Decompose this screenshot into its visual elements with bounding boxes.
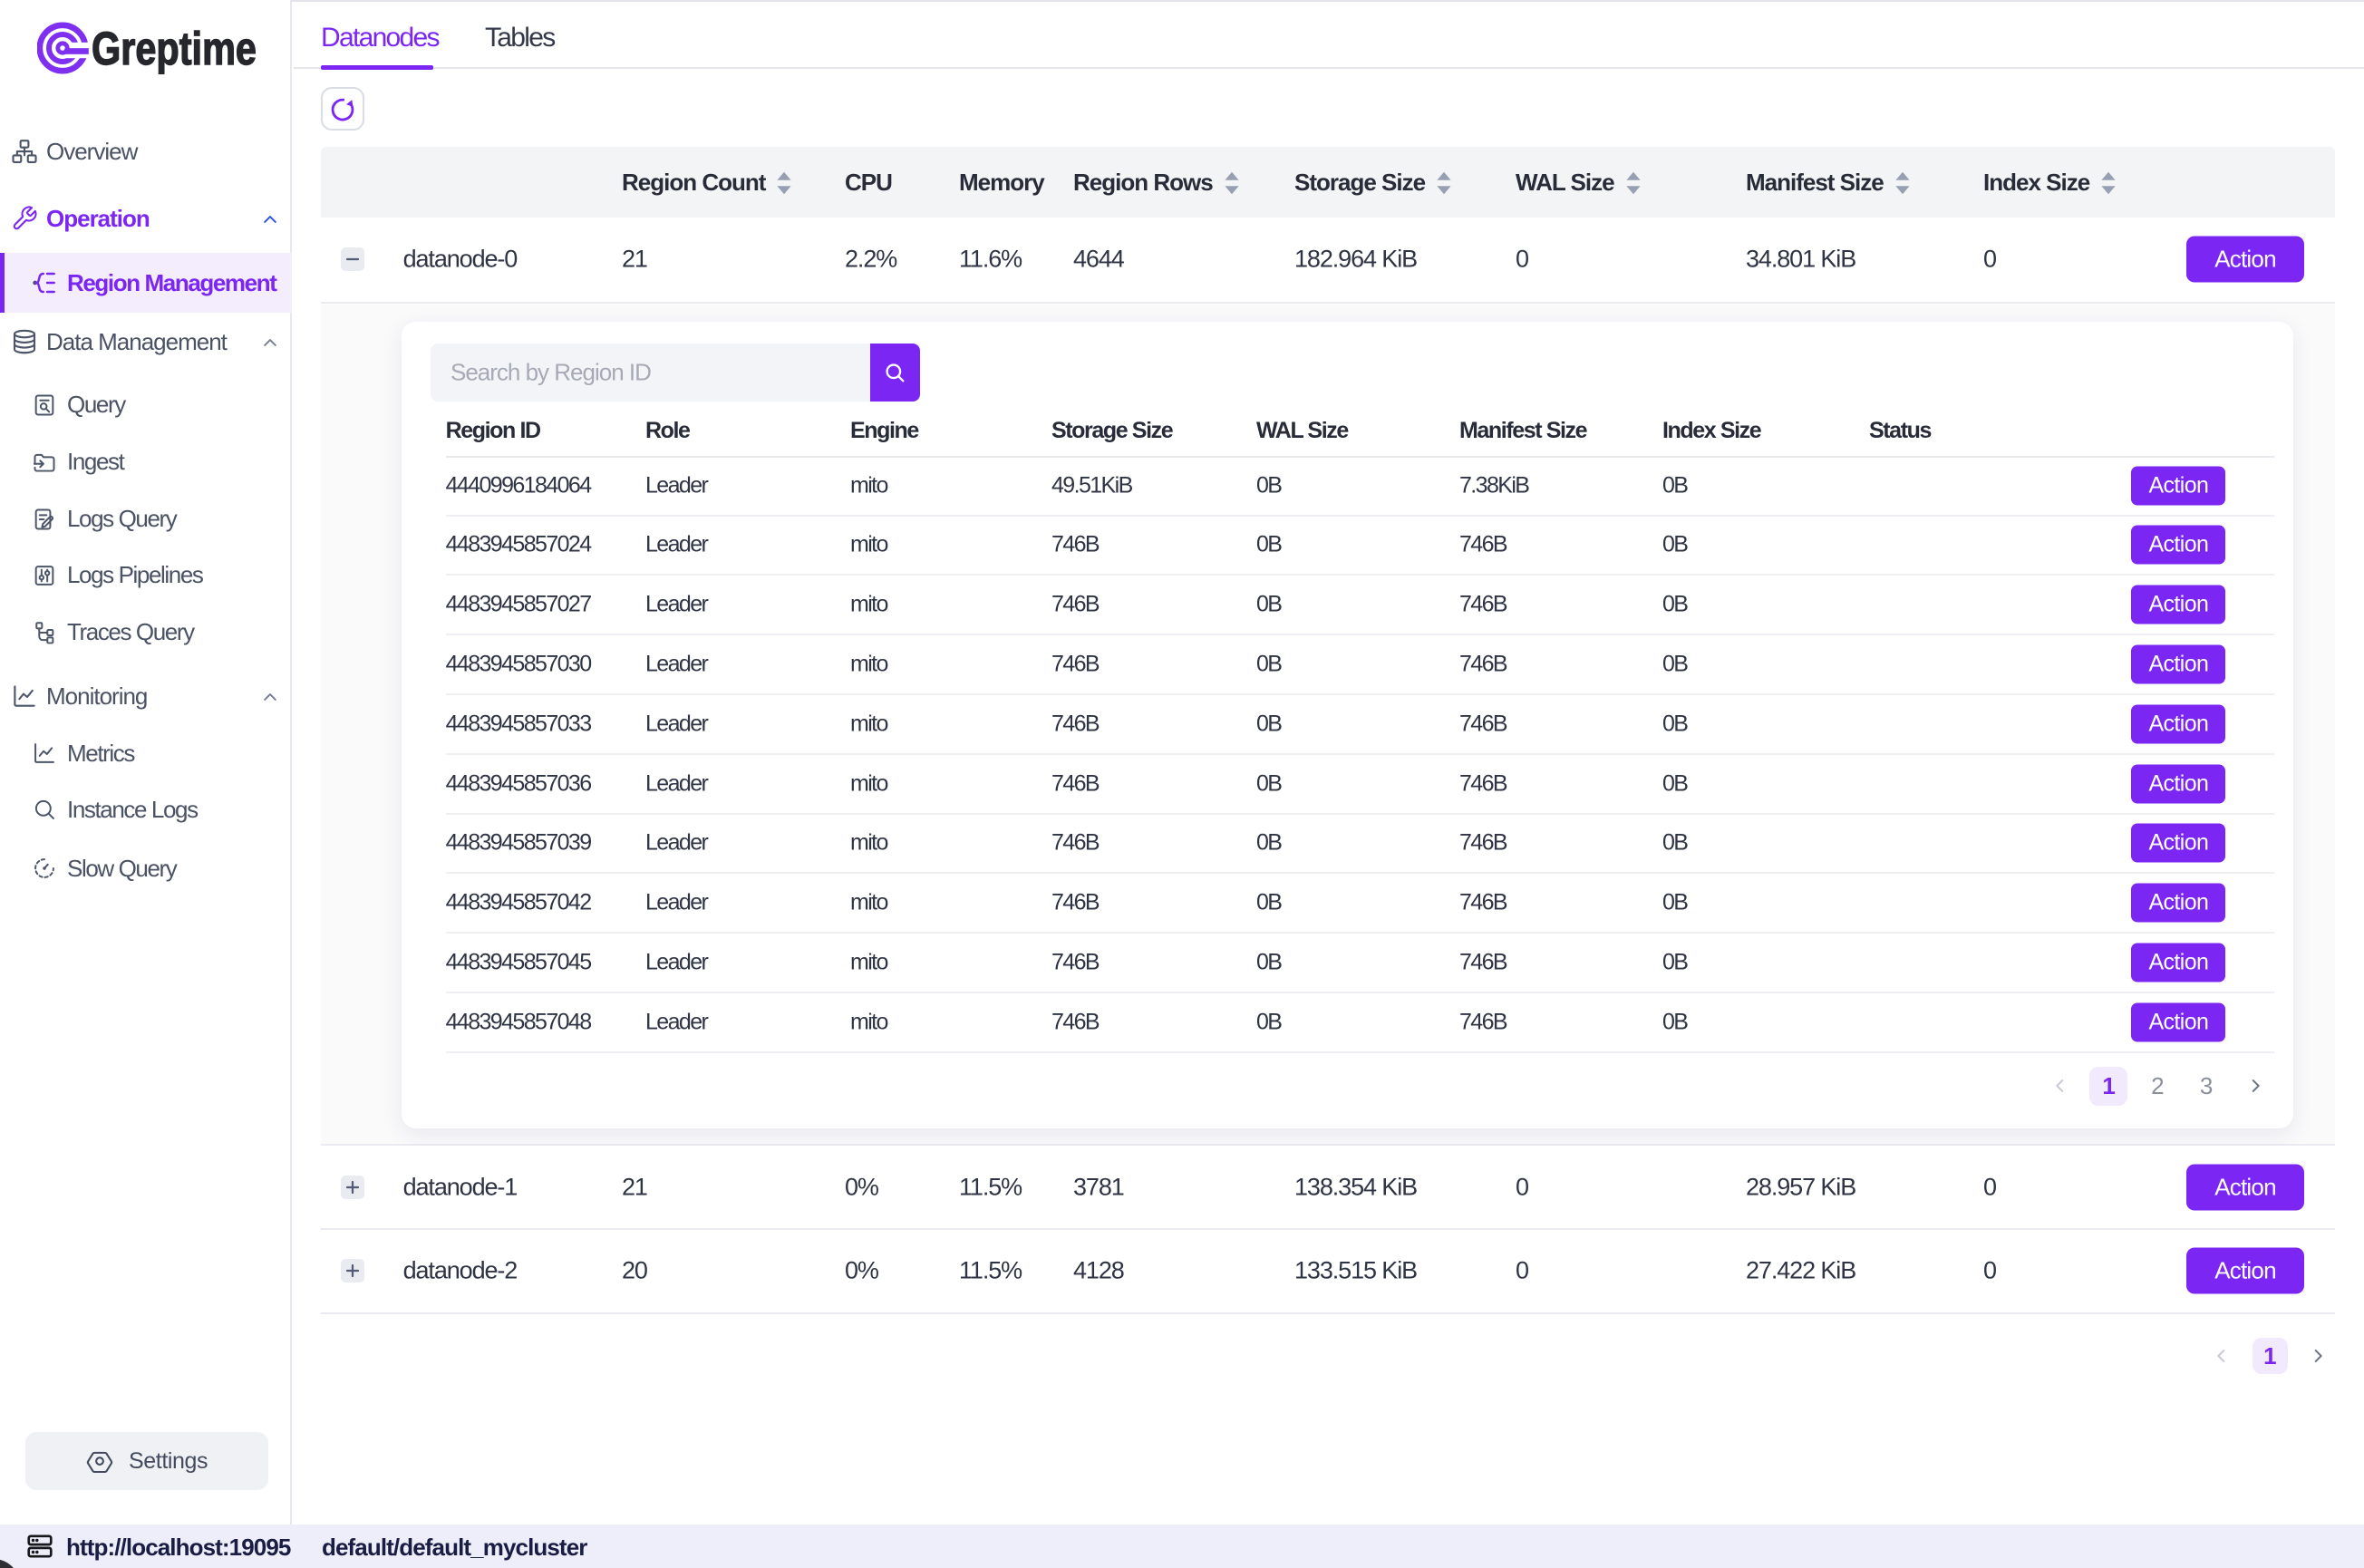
svg-text:Greptime: Greptime bbox=[92, 23, 257, 74]
